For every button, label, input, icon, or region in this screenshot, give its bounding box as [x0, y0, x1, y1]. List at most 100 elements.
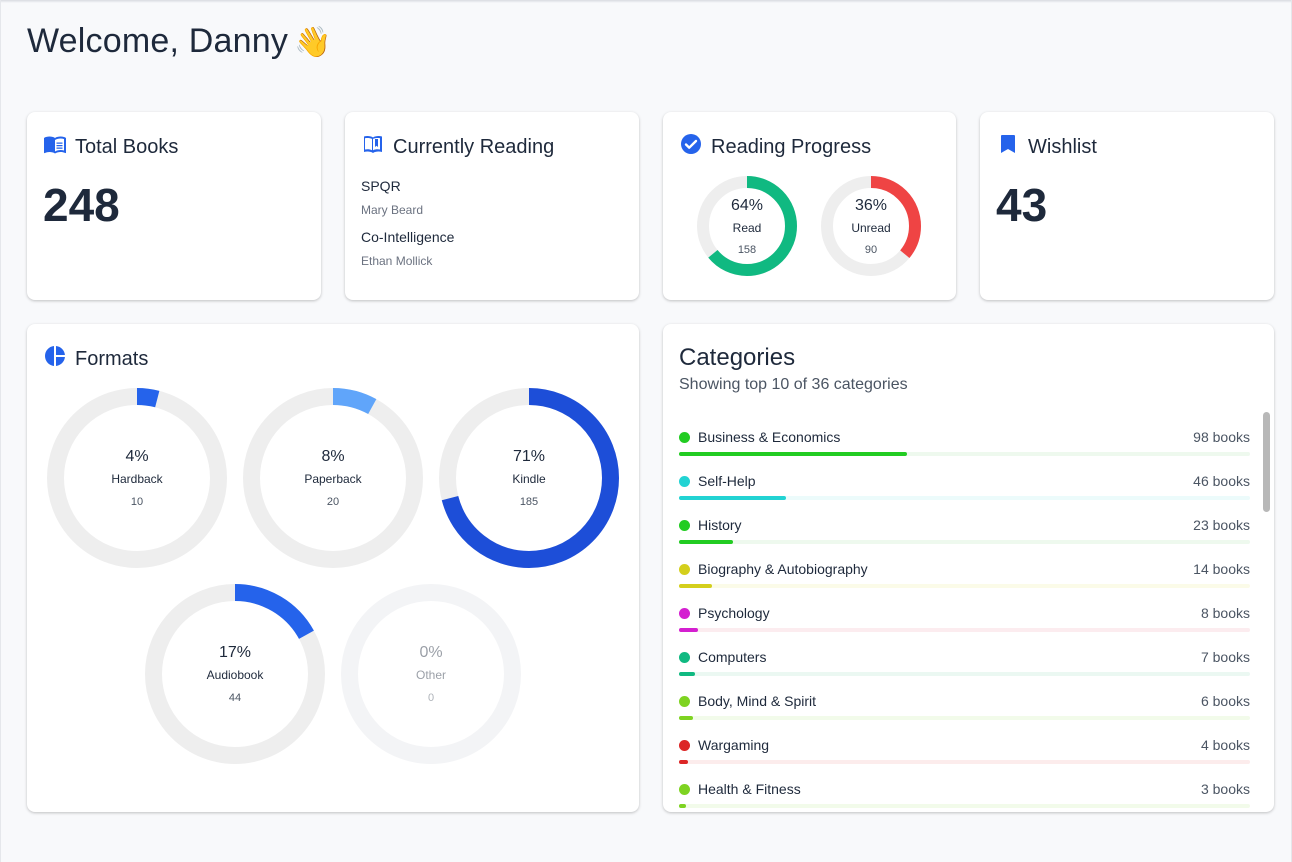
category-item[interactable]: Self-Help 46 books: [679, 472, 1250, 516]
ring-label: Audiobook: [206, 668, 264, 682]
unread-progress-ring: 36% Unread 90: [821, 176, 921, 276]
formats-card: Formats 4% Hardback 10 8% Paperback 20 7…: [27, 324, 639, 812]
book-title[interactable]: SPQR: [361, 178, 401, 194]
ring-arc: [47, 388, 227, 568]
welcome-text: Welcome, Danny: [27, 22, 289, 60]
ring-chart: [821, 176, 921, 276]
category-bar-fill: [679, 804, 686, 808]
category-count: 7 books: [1200, 649, 1250, 665]
category-count: 3 books: [1200, 781, 1250, 797]
categories-scrollbar[interactable]: [1263, 412, 1270, 512]
category-name: Psychology: [698, 605, 770, 621]
category-item[interactable]: Health & Fitness 3 books: [679, 780, 1250, 808]
category-item[interactable]: Business & Economics 98 books: [679, 428, 1250, 472]
category-bar-fill: [679, 672, 696, 676]
category-bar-fill: [679, 540, 733, 544]
ring-count: 90: [864, 243, 878, 256]
ring-percent: 8%: [321, 448, 345, 465]
ring-label: Kindle: [512, 472, 546, 486]
ring-label: Other: [415, 668, 446, 682]
currently-reading-card: Currently Reading SPQR Mary Beard Co-Int…: [345, 112, 639, 300]
category-item[interactable]: Body, Mind & Spirit 6 books: [679, 692, 1250, 736]
category-item[interactable]: History 23 books: [679, 516, 1250, 560]
category-item[interactable]: Psychology 8 books: [679, 604, 1250, 648]
category-bar-track: [679, 584, 1250, 588]
category-count: 98 books: [1193, 429, 1250, 445]
category-count: 4 books: [1200, 737, 1250, 753]
category-bar-track: [679, 540, 1250, 544]
category-name: History: [698, 517, 742, 533]
category-bar-fill: [679, 760, 689, 764]
categories-title: Categories: [679, 344, 796, 371]
ring-count: 44: [228, 692, 242, 704]
category-bar-track: [679, 760, 1250, 764]
category-bar-fill: [679, 716, 693, 720]
category-name: Health & Fitness: [698, 781, 801, 797]
book-title[interactable]: Co-Intelligence: [361, 229, 455, 245]
ring-label: Unread: [851, 220, 891, 235]
format-ring-audiobook: 17% Audiobook 44: [145, 584, 325, 764]
waving-hand-icon: 👋: [294, 26, 332, 59]
category-bar-track: [679, 628, 1250, 632]
ring-percent: 71%: [512, 448, 546, 465]
ring-percent: 64%: [730, 196, 764, 214]
ring-percent: 17%: [218, 644, 252, 661]
wishlist-value: 43: [996, 179, 1048, 231]
total-books-card: Total Books 248: [27, 112, 321, 300]
format-ring-paperback: 8% Paperback 20: [243, 388, 423, 568]
reading-progress-title: Reading Progress: [711, 135, 872, 158]
check-circle-icon: [679, 132, 703, 162]
wishlist-card: Wishlist 43: [980, 112, 1274, 300]
category-name: Self-Help: [698, 473, 756, 489]
category-name: Wargaming: [698, 737, 770, 753]
categories-card: Categories Showing top 10 of 36 categori…: [663, 324, 1274, 812]
category-bar-track: [679, 672, 1250, 676]
category-color-dot: [679, 520, 690, 531]
ring-label: Hardback: [111, 472, 163, 486]
category-count: 23 books: [1193, 517, 1250, 533]
category-count: 14 books: [1193, 561, 1250, 577]
ring-count: 10: [130, 496, 144, 508]
wishlist-title: Wishlist: [1028, 135, 1097, 158]
ring-arc: [821, 176, 921, 276]
category-color-dot: [679, 652, 690, 663]
ring-chart: [243, 388, 423, 568]
ring-label: Paperback: [304, 472, 362, 486]
category-color-dot: [679, 696, 690, 707]
ring-arc: [697, 176, 797, 276]
category-bar-fill: [679, 496, 787, 500]
format-ring-other: 0% Other 0: [341, 584, 521, 764]
ring-percent: 4%: [125, 448, 149, 465]
category-bar-fill: [679, 452, 908, 456]
ring-percent: 36%: [854, 196, 888, 214]
ring-arc: [243, 388, 423, 568]
ring-label: Read: [732, 220, 762, 235]
category-item[interactable]: Biography & Autobiography 14 books: [679, 560, 1250, 604]
ring-arc: [145, 584, 325, 764]
ring-percent: 0%: [419, 644, 443, 661]
category-count: 6 books: [1200, 693, 1250, 709]
category-color-dot: [679, 476, 690, 487]
category-item[interactable]: Wargaming 4 books: [679, 736, 1250, 780]
category-name: Business & Economics: [698, 429, 841, 445]
ring-count: 185: [519, 496, 539, 508]
categories-list[interactable]: Business & Economics 98 books Self-Help 46 …: [679, 428, 1250, 808]
ring-arc: [439, 388, 619, 568]
category-color-dot: [679, 432, 690, 443]
formats-title: Formats: [75, 347, 149, 370]
bookmark-icon: [996, 132, 1020, 162]
category-item[interactable]: Computers 7 books: [679, 648, 1250, 692]
category-color-dot: [679, 740, 690, 751]
ring-track: [341, 584, 521, 764]
format-ring-kindle: 71% Kindle 185: [439, 388, 619, 568]
ring-chart: [341, 584, 521, 764]
open-book-icon: [43, 132, 67, 162]
ring-chart: [145, 584, 325, 764]
format-ring-hardback: 4% Hardback 10: [47, 388, 227, 568]
read-progress-ring: 64% Read 158: [697, 176, 797, 276]
category-color-dot: [679, 784, 690, 795]
category-bar-track: [679, 716, 1250, 720]
categories-subtitle: Showing top 10 of 36 categories: [679, 376, 908, 393]
category-color-dot: [679, 564, 690, 575]
category-count: 46 books: [1193, 473, 1250, 489]
